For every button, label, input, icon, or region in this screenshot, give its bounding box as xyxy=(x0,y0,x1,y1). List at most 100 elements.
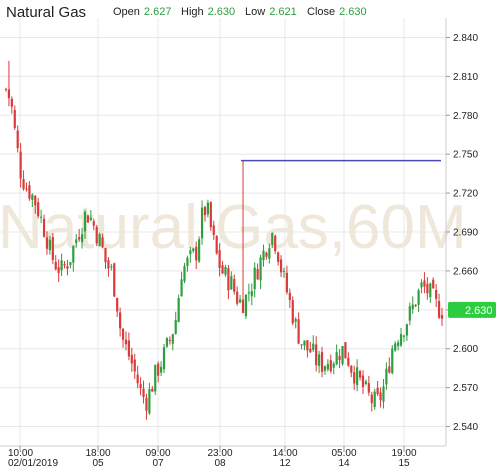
candle-body xyxy=(300,344,303,346)
candle-body xyxy=(429,283,432,298)
instrument-title: Natural Gas xyxy=(6,4,87,21)
candle-body xyxy=(212,225,215,236)
candle-body xyxy=(259,257,262,281)
x-tick-time: 19:00 xyxy=(391,448,416,459)
close-stat: Close 2.630 xyxy=(307,6,367,18)
candle-body xyxy=(426,283,429,294)
candle-body xyxy=(127,340,130,357)
candle-body xyxy=(297,319,300,344)
candle-body xyxy=(388,366,391,373)
candle-body xyxy=(405,324,408,336)
candle-body xyxy=(382,386,385,402)
low-value: 2.621 xyxy=(269,6,297,18)
x-tick-time: 23:00 xyxy=(207,448,232,459)
candles xyxy=(4,60,444,420)
candle-body xyxy=(224,266,227,275)
candle-body xyxy=(107,260,110,269)
candle-body xyxy=(57,267,60,274)
candle-body xyxy=(323,366,327,371)
candle-body xyxy=(45,237,49,249)
candle-body xyxy=(361,375,365,388)
candle-body xyxy=(154,364,157,392)
candle-body xyxy=(16,130,19,149)
candle-body xyxy=(218,250,221,268)
candle-body xyxy=(104,247,107,263)
candle-body xyxy=(203,206,207,216)
candle-body xyxy=(230,276,233,290)
close-label: Close xyxy=(307,6,336,18)
candle-body xyxy=(10,98,13,107)
candle-body xyxy=(189,250,192,255)
candle-body xyxy=(233,278,236,292)
candle-body xyxy=(28,185,31,199)
candle-body xyxy=(206,202,210,215)
x-tick-time: 05:00 xyxy=(331,448,356,459)
candle-body xyxy=(253,267,256,290)
candle-body xyxy=(98,234,101,247)
candle-body xyxy=(247,292,250,294)
candle-body xyxy=(312,343,315,350)
candle-body xyxy=(121,328,125,340)
x-tick-date: 15 xyxy=(398,458,410,469)
y-tick-label: 2.570 xyxy=(453,383,478,394)
last-price-label: 2.630 xyxy=(465,305,493,317)
candle-body xyxy=(279,259,283,273)
candle-body xyxy=(397,342,400,347)
candle-body xyxy=(288,292,291,301)
candle-body xyxy=(157,363,160,376)
candle-body xyxy=(101,237,104,248)
candle-body xyxy=(320,352,324,372)
candle-body xyxy=(262,250,265,261)
candle-body xyxy=(350,365,353,373)
candle-body xyxy=(250,291,253,297)
candle-body xyxy=(80,234,84,243)
candle-body xyxy=(83,211,87,232)
candle-body xyxy=(69,262,72,266)
candle-body xyxy=(34,195,37,206)
candle-body xyxy=(411,304,414,310)
y-tick-label: 2.750 xyxy=(453,150,478,161)
candle-body xyxy=(370,394,373,404)
candle-body xyxy=(326,363,329,370)
candle-body xyxy=(4,88,8,90)
candle-body xyxy=(54,261,57,270)
candle-body xyxy=(294,318,297,322)
candle-body xyxy=(356,367,359,386)
y-tick-label: 2.690 xyxy=(453,228,478,239)
x-tick-date: 02/01/2019 xyxy=(8,458,58,469)
candle-body xyxy=(48,239,51,251)
candle-body xyxy=(265,252,268,257)
candle-body xyxy=(7,89,11,99)
candle-body xyxy=(268,248,271,259)
candle-body xyxy=(344,342,347,359)
candle-body xyxy=(285,272,289,293)
candle-body xyxy=(180,279,183,297)
candle-body xyxy=(227,268,230,291)
candle-body xyxy=(195,246,198,261)
candle-body xyxy=(435,290,438,299)
y-tick-label: 2.780 xyxy=(453,111,478,122)
high-stat: High 2.630 xyxy=(181,6,235,18)
candle-body xyxy=(159,366,163,373)
x-tick-time: 09:00 xyxy=(145,448,170,459)
candle-body xyxy=(332,363,335,368)
candle-body xyxy=(402,335,406,337)
candle-body xyxy=(379,392,382,401)
candle-body xyxy=(142,388,145,397)
candle-body xyxy=(42,218,46,237)
candle-body xyxy=(244,294,248,317)
candle-body xyxy=(399,334,403,346)
candle-body xyxy=(37,202,40,217)
candle-body xyxy=(113,263,116,297)
candle-body xyxy=(394,343,397,351)
candle-body xyxy=(423,280,426,287)
candle-body xyxy=(40,216,43,218)
high-value: 2.630 xyxy=(207,6,236,18)
candle-body xyxy=(66,266,69,269)
candle-body xyxy=(124,339,128,345)
open-stat: Open 2.627 xyxy=(113,6,171,18)
candle-body xyxy=(414,304,417,307)
candle-body xyxy=(177,298,180,323)
high-label: High xyxy=(181,6,204,18)
x-tick-date: 07 xyxy=(152,458,164,469)
